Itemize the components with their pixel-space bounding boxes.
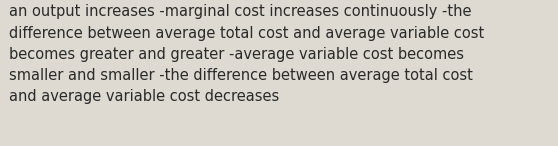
Text: an output increases -marginal cost increases continuously -the
difference betwee: an output increases -marginal cost incre… xyxy=(9,4,484,104)
